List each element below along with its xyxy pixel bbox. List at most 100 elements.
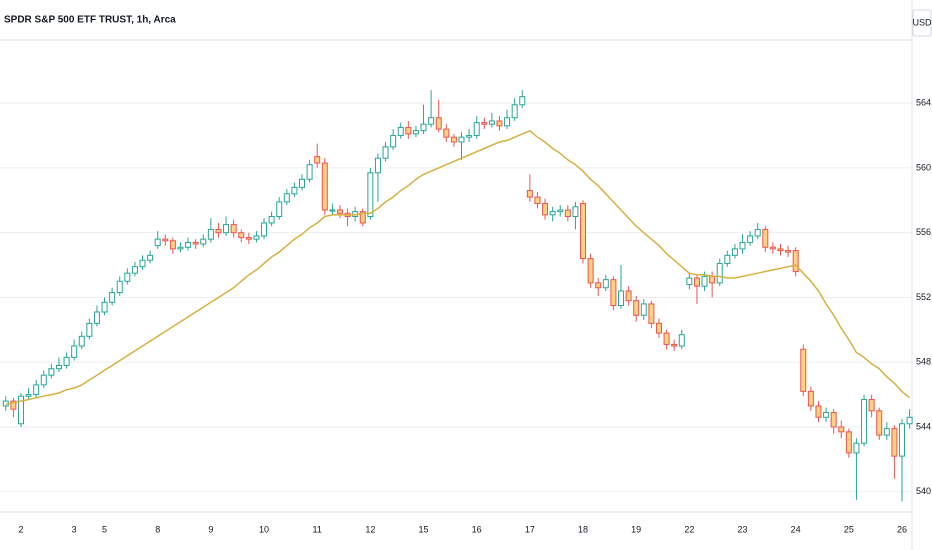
y-tick-label: 544.00 <box>916 421 932 431</box>
candle-body <box>48 368 55 376</box>
candle-body <box>435 117 442 130</box>
candle-body <box>367 172 374 217</box>
x-tick-label: 19 <box>631 524 641 534</box>
candle-body <box>709 275 716 284</box>
candle-body <box>261 222 268 237</box>
x-tick-label: 15 <box>419 524 429 534</box>
candle-body <box>496 120 503 127</box>
candle-body <box>458 136 465 143</box>
candle-body <box>693 277 700 287</box>
candle-body <box>899 423 906 457</box>
candle-body <box>572 206 579 217</box>
candle-body <box>139 259 146 268</box>
candle-body <box>116 280 123 294</box>
candle-body <box>192 241 199 245</box>
candle-body <box>253 235 260 240</box>
candle-body <box>238 232 245 239</box>
candle-body <box>405 126 412 135</box>
candle-body <box>542 203 549 216</box>
candle-body <box>663 332 670 345</box>
candle-body <box>504 117 511 127</box>
candle-body <box>124 272 131 282</box>
candle-body <box>610 279 617 307</box>
candle-body <box>268 215 275 224</box>
candle-body <box>169 240 176 250</box>
candle-body <box>25 394 32 397</box>
candle-body <box>823 411 830 418</box>
candle-body <box>428 117 435 125</box>
candle-body <box>215 228 222 234</box>
candle-body <box>777 248 784 251</box>
candle-body <box>815 405 822 418</box>
candle-body <box>671 343 678 347</box>
x-tick-label: 8 <box>155 524 160 534</box>
candle-body <box>648 303 655 324</box>
candle-body <box>845 431 852 454</box>
x-tick-label: 25 <box>844 524 854 534</box>
candle-body <box>17 395 24 425</box>
candle-body <box>162 238 169 242</box>
candle-body <box>283 193 290 203</box>
y-tick-label: 556.00 <box>916 227 932 237</box>
currency-label[interactable]: USD <box>912 17 932 27</box>
candle-body <box>747 235 754 243</box>
candle-body <box>382 146 389 159</box>
y-tick-label: 540.00 <box>916 486 932 496</box>
candle-body <box>55 364 62 370</box>
candle-body <box>595 282 602 289</box>
candle-body <box>420 123 427 132</box>
candle-body <box>580 203 587 260</box>
candle-body <box>602 279 609 289</box>
candle-body <box>154 238 161 247</box>
candle-body <box>640 303 647 316</box>
candle-body <box>891 428 898 457</box>
candle-body <box>625 290 632 302</box>
candle-body <box>359 211 366 224</box>
candle-body <box>488 120 495 125</box>
candle-body <box>33 384 40 396</box>
candle-body <box>785 249 792 253</box>
candle-body <box>526 190 533 198</box>
y-tick-label: 564.00 <box>916 98 932 108</box>
candle-body <box>617 290 624 307</box>
candle-body <box>291 186 298 195</box>
candle-body <box>519 96 526 106</box>
candle-body <box>876 410 883 436</box>
candle-body <box>838 426 845 433</box>
candle-body <box>306 164 313 180</box>
y-tick-label: 560.00 <box>916 162 932 172</box>
x-tick-label: 12 <box>365 524 375 534</box>
moving-average-line <box>5 129 911 406</box>
candle-body <box>374 157 381 174</box>
candle-body <box>830 411 837 428</box>
candle-body <box>655 322 662 334</box>
candle-body <box>807 390 814 407</box>
candle-body <box>86 322 93 337</box>
x-tick-label: 16 <box>472 524 482 534</box>
candle-body <box>245 237 252 240</box>
x-tick-label: 2 <box>18 524 23 534</box>
candle-body <box>511 104 518 119</box>
candle-body <box>93 311 100 324</box>
candle-body <box>329 209 336 212</box>
candle-body <box>587 258 594 284</box>
candle-body <box>769 246 776 250</box>
candle-body <box>200 238 207 245</box>
candle-body <box>78 335 85 347</box>
candle-body <box>473 122 480 137</box>
candle-body <box>336 209 343 214</box>
candle-body <box>412 130 419 135</box>
candle-body <box>724 254 731 264</box>
candle-body <box>207 228 214 240</box>
x-tick-label: 24 <box>791 524 801 534</box>
candle-body <box>314 156 321 164</box>
candle-body <box>792 249 799 273</box>
currency-box[interactable] <box>912 9 932 37</box>
candle-body <box>443 128 450 138</box>
y-tick-label: 552.00 <box>916 292 932 302</box>
y-tick-label: 548.00 <box>916 357 932 367</box>
candle-body <box>731 248 738 256</box>
candle-body <box>633 300 640 316</box>
